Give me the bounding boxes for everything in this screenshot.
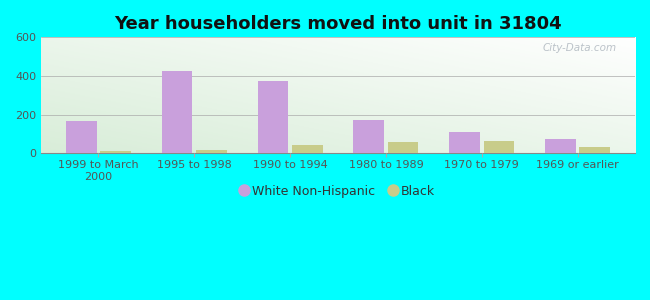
Bar <box>449 132 480 153</box>
Bar <box>162 71 192 153</box>
Text: City-Data.com: City-Data.com <box>543 43 618 53</box>
Bar <box>292 145 322 153</box>
Bar <box>545 139 576 153</box>
Bar <box>196 149 227 153</box>
Bar <box>354 119 384 153</box>
Bar <box>257 81 288 153</box>
Bar <box>100 152 131 153</box>
Bar <box>388 142 419 153</box>
Bar <box>66 122 97 153</box>
Bar <box>579 147 610 153</box>
Bar <box>484 141 514 153</box>
Title: Year householders moved into unit in 31804: Year householders moved into unit in 318… <box>114 15 562 33</box>
Legend: White Non-Hispanic, Black: White Non-Hispanic, Black <box>235 180 440 203</box>
